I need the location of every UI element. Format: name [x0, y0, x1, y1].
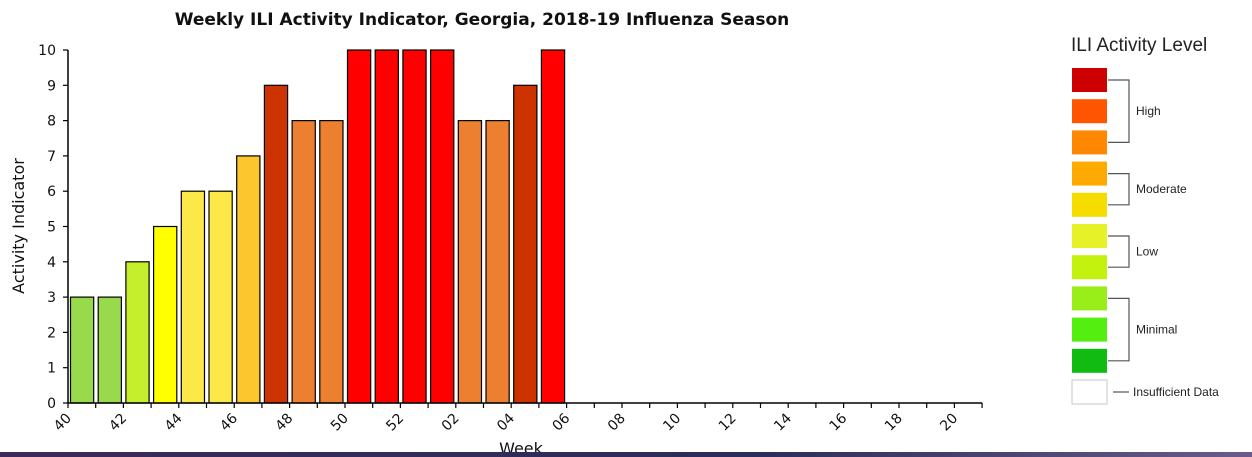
- legend-group-label: High: [1136, 104, 1161, 118]
- bar-week-51: [374, 49, 400, 404]
- legend-swatch: [1072, 130, 1107, 155]
- bar-week-49: [319, 119, 344, 404]
- chart-title: Weekly ILI Activity Indicator, Georgia, …: [175, 10, 790, 30]
- legend-swatch: [1072, 348, 1107, 373]
- x-tick-label: 46: [217, 410, 241, 434]
- legend-bracket: [1108, 79, 1130, 143]
- legend-swatch: [1072, 286, 1107, 311]
- legend-bracket: [1108, 235, 1130, 268]
- legend-group-label: Low: [1136, 245, 1158, 259]
- y-tick-label: 3: [47, 290, 56, 306]
- y-tick-label: 9: [47, 78, 56, 94]
- legend-swatch: [1072, 255, 1107, 280]
- legend-swatch: [1071, 379, 1108, 405]
- y-tick-label: 6: [47, 184, 56, 200]
- x-tick-label: 20: [937, 411, 961, 435]
- bar-week-01: [430, 49, 455, 404]
- bar-week-02: [457, 119, 483, 404]
- bar-week-48: [291, 119, 316, 404]
- x-tick-label: 06: [550, 410, 574, 434]
- x-tick-label: 44: [162, 410, 186, 434]
- y-tick-label: 5: [47, 220, 56, 236]
- bar-week-41: [97, 296, 122, 404]
- bar-week-05: [540, 49, 566, 404]
- x-tick-label: 16: [827, 410, 851, 434]
- x-tick-label: 12: [716, 411, 740, 435]
- bottom-border: [0, 452, 1252, 457]
- bar-week-50: [346, 49, 372, 404]
- legend-title: ILI Activity Level: [1071, 35, 1207, 56]
- x-tick-label: 08: [605, 411, 629, 435]
- x-tick-label: 14: [771, 410, 795, 434]
- x-tick-label: 50: [328, 411, 352, 435]
- y-tick-label: 0: [47, 396, 56, 412]
- legend-bracket: [1108, 173, 1130, 206]
- bar-week-40: [69, 296, 95, 404]
- legend-group-label: Minimal: [1136, 323, 1177, 337]
- y-tick-label: 1: [47, 361, 56, 377]
- legend-swatch: [1072, 192, 1107, 217]
- bar-week-45: [208, 190, 233, 404]
- bar-week-46: [236, 155, 261, 404]
- legend: ILI Activity Level High Moderate Low Minima…: [1071, 35, 1219, 405]
- legend-swatch: [1072, 68, 1107, 92]
- y-tick-label: 7: [47, 149, 56, 165]
- legend-swatch: [1072, 317, 1107, 342]
- bar-week-43: [153, 225, 178, 404]
- bar-week-42: [125, 261, 150, 404]
- bar-week-44: [180, 190, 206, 404]
- x-tick-label: 04: [494, 410, 518, 434]
- x-tick-label: 02: [439, 411, 463, 435]
- x-tick-label: 48: [273, 411, 297, 435]
- x-tick-label: 10: [660, 411, 684, 435]
- y-tick-label: 2: [47, 325, 56, 341]
- legend-swatch: [1072, 224, 1107, 248]
- legend-insufficient-label: Insufficient Data: [1133, 385, 1219, 399]
- y-tick-label: 4: [47, 255, 56, 271]
- bar-week-04: [513, 84, 538, 404]
- x-tick-label: 42: [106, 411, 130, 435]
- bar-week-52: [402, 49, 427, 404]
- y-tick-label: 8: [47, 114, 56, 130]
- y-tick-label: 10: [38, 43, 56, 59]
- x-tick-label: 40: [51, 411, 75, 435]
- legend-bracket: [1108, 297, 1130, 362]
- x-tick-label: 18: [882, 411, 906, 435]
- legend-swatch: [1072, 99, 1107, 124]
- bars-layer: [69, 49, 566, 404]
- y-axis-title: Activity Indicator: [9, 158, 28, 294]
- x-tick-label: 52: [383, 411, 407, 435]
- legend-swatch: [1072, 161, 1107, 186]
- bar-week-47: [263, 84, 289, 404]
- legend-group-label: Moderate: [1136, 182, 1187, 196]
- bar-week-03: [485, 119, 510, 404]
